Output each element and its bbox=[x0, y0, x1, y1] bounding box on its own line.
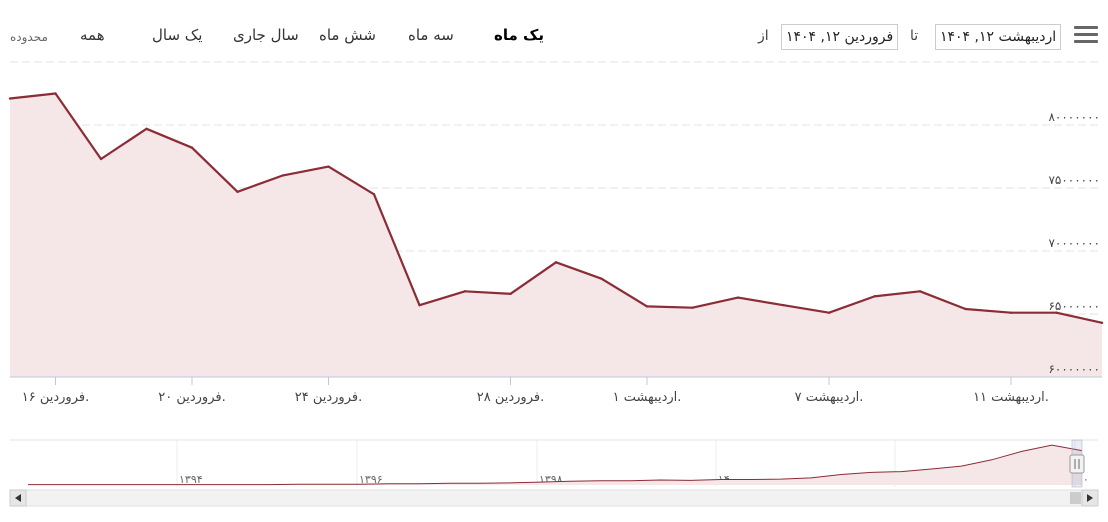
data-points bbox=[8, 92, 1104, 325]
data-point bbox=[736, 296, 740, 299]
data-point bbox=[918, 290, 922, 293]
data-point bbox=[145, 127, 148, 130]
data-point bbox=[236, 190, 239, 193]
data-point bbox=[691, 306, 694, 309]
navigator-line bbox=[28, 444, 1083, 486]
menu-icon-bar bbox=[1074, 40, 1098, 43]
from-label: از bbox=[758, 28, 769, 44]
to-date-input[interactable]: اردیبهشت ۱۲, ۱۴۰۴ bbox=[935, 24, 1062, 50]
data-point bbox=[463, 290, 467, 293]
menu-icon-bar bbox=[1074, 26, 1098, 29]
y-axis: ۶۰۰۰۰۰۰۰ ۶۵۰۰۰۰۰۰ ۷۰۰۰۰۰۰۰ ۷۵۰۰۰۰۰۰ ۸۰۰۰۰۰۰۰ bbox=[1048, 110, 1100, 376]
data-point bbox=[1100, 321, 1104, 325]
scrollbar-track[interactable] bbox=[9, 489, 1099, 507]
data-point bbox=[554, 261, 558, 264]
x-tick-label: فروردین ۱۶. bbox=[22, 390, 90, 405]
data-point bbox=[8, 97, 12, 100]
x-tick-label: اردیبهشت ۷. bbox=[795, 390, 864, 405]
y-tick-label: ۷۰۰۰۰۰۰۰ bbox=[1048, 236, 1100, 250]
to-label: تا bbox=[910, 28, 919, 44]
data-point bbox=[645, 305, 649, 308]
range-button-current-year[interactable]: سال جاری bbox=[233, 26, 299, 44]
x-tick-label: فروردین ۲۴. bbox=[295, 390, 363, 405]
zoom-label: محدوده bbox=[10, 30, 48, 44]
navigator-handle[interactable] bbox=[1069, 454, 1085, 474]
navigator-label: ۱۳۹۶ bbox=[359, 473, 383, 486]
arrow-right-icon bbox=[1087, 494, 1093, 502]
data-point bbox=[418, 303, 421, 307]
x-tick-label: فروردین ۲۰. bbox=[158, 390, 226, 405]
range-button-all[interactable]: همه bbox=[80, 26, 105, 44]
scrollbar-thumb[interactable] bbox=[1070, 492, 1081, 504]
data-point bbox=[509, 292, 512, 296]
data-point bbox=[782, 303, 785, 307]
data-point bbox=[964, 307, 967, 311]
range-button-one-month[interactable]: یک ماه bbox=[494, 26, 544, 44]
range-button-three-months[interactable]: سه ماه bbox=[408, 26, 454, 44]
range-selector-bar: محدوده همه یک سال سال جاری شش ماه سه ماه… bbox=[0, 0, 1108, 70]
data-point bbox=[1009, 311, 1013, 314]
data-point bbox=[873, 295, 876, 298]
y-tick-label: ۷۵۰۰۰۰۰۰ bbox=[1048, 173, 1100, 187]
navigator-label: ۱۳۹۴ bbox=[179, 473, 203, 486]
menu-icon[interactable] bbox=[1074, 26, 1098, 48]
x-tick-label: اردیبهشت ۱. bbox=[613, 390, 682, 405]
arrow-left-icon bbox=[15, 494, 21, 502]
y-tick-label: ۶۵۰۰۰۰۰۰ bbox=[1048, 299, 1100, 313]
data-point bbox=[1055, 311, 1058, 314]
navigator[interactable]: ۱۳۹۴۱۳۹۶۱۳۹۸۱۴۰۰۱۴۰۲۱۰ bbox=[9, 439, 1099, 507]
x-tick-label: اردیبهشت ۱۱. bbox=[973, 390, 1049, 405]
y-tick-label: ۸۰۰۰۰۰۰۰ bbox=[1048, 110, 1100, 124]
menu-icon-bar bbox=[1074, 33, 1098, 36]
x-tick-label: فروردین ۲۸. bbox=[477, 390, 545, 405]
series-area bbox=[10, 93, 1102, 377]
x-axis: فروردین ۱۶. فروردین ۲۰. فروردین ۲۴. فروردین… bbox=[10, 376, 1102, 405]
data-point bbox=[281, 174, 285, 177]
navigator-area bbox=[28, 445, 1082, 485]
data-point bbox=[99, 157, 103, 161]
data-point bbox=[327, 165, 330, 168]
range-button-one-year[interactable]: یک سال bbox=[152, 26, 203, 44]
data-point bbox=[827, 311, 831, 314]
from-date-input[interactable]: فروردین ۱۲, ۱۴۰۴ bbox=[781, 24, 899, 50]
data-point bbox=[54, 92, 57, 95]
data-point bbox=[190, 146, 194, 149]
range-button-six-months[interactable]: شش ماه bbox=[319, 26, 376, 44]
y-tick-label: ۶۰۰۰۰۰۰۰ bbox=[1048, 362, 1100, 376]
data-point bbox=[600, 277, 603, 280]
data-point bbox=[372, 193, 376, 196]
navigator-label: ۱۰ bbox=[1077, 473, 1089, 486]
